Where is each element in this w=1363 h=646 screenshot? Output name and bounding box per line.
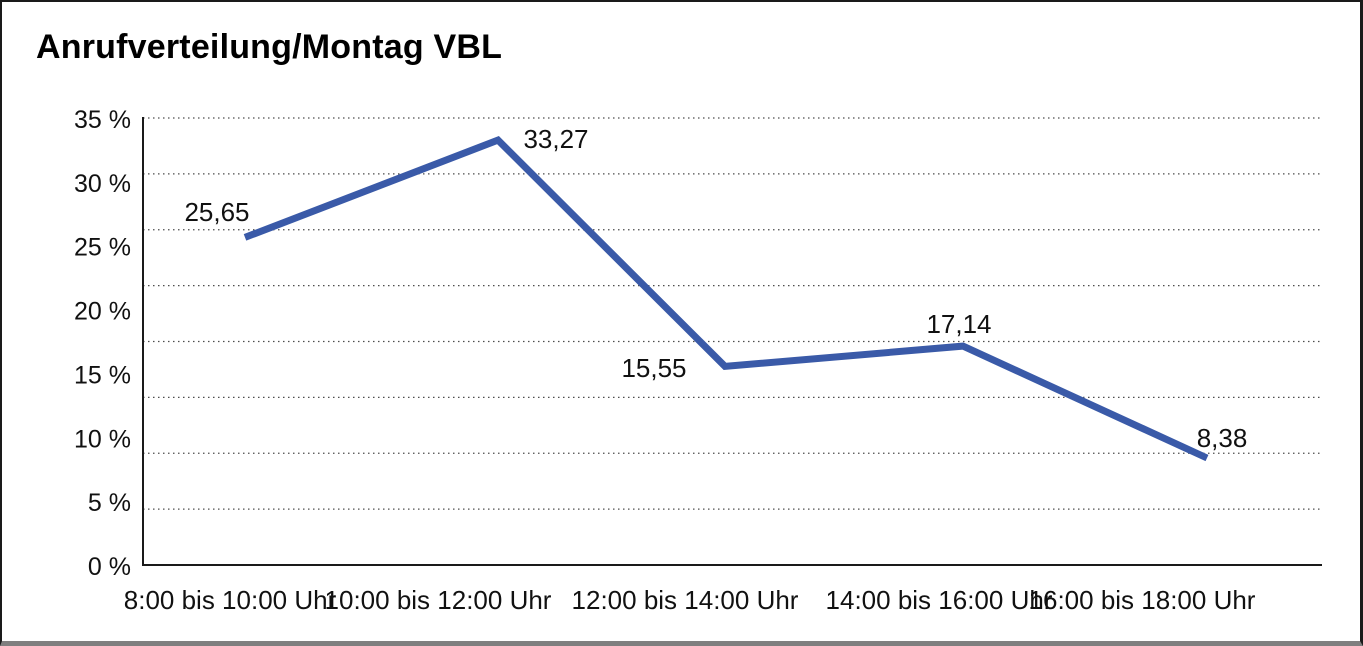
y-tick-label: 15 % [74,361,131,389]
data-point-label: 15,55 [621,353,686,383]
data-point-label: 8,38 [1197,423,1248,453]
y-tick-label: 30 % [74,170,131,198]
data-point-label: 17,14 [926,309,991,339]
data-line [243,136,1209,462]
chart-title: Anrufverteilung/Montag VBL [36,28,503,66]
x-axis-label: 8:00 bis 10:00 Uhr [124,585,337,615]
x-axis-label: 16:00 bis 18:00 Uhr [1029,585,1256,615]
y-tick-label: 25 % [74,234,131,262]
data-point-label: 25,65 [184,197,249,227]
y-tick-label: 0 % [88,553,131,581]
x-axis-label: 12:00 bis 14:00 Uhr [572,585,799,615]
y-tick-label: 5 % [88,489,131,517]
x-axis-label: 14:00 bis 16:00 Uhr [826,585,1053,615]
y-tick-label: 20 % [74,298,131,326]
data-point-label: 33,27 [523,124,588,154]
x-axis-label: 10:00 bis 12:00 Uhr [325,585,552,615]
y-tick-label: 10 % [74,425,131,453]
y-tick-label: 35 % [74,106,131,134]
